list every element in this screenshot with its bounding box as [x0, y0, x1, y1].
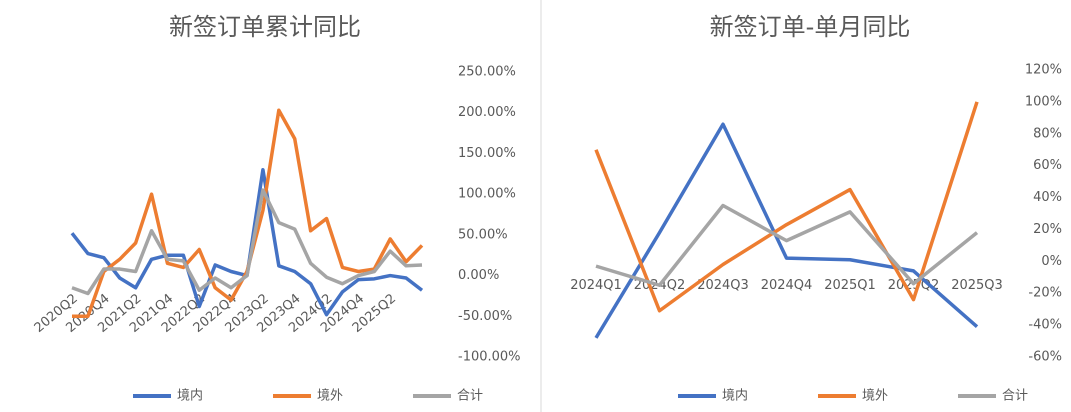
y-tick-label: -60% [1028, 350, 1062, 365]
y-tick-label: 20% [1033, 222, 1062, 237]
series-line [594, 122, 979, 339]
x-tick-label: 2024Q1 [570, 278, 622, 293]
x-tick-label: 2025Q3 [951, 278, 1003, 293]
y-tick-label: 60% [1033, 158, 1062, 173]
chart-title: 新签订单-单月同比 [710, 13, 911, 41]
series-line [594, 101, 979, 313]
y-tick-label: 100.00% [458, 187, 516, 202]
y-tick-label: 200.00% [458, 105, 516, 120]
x-tick-label: 2024Q4 [761, 278, 813, 293]
y-tick-label: 250.00% [458, 65, 516, 80]
series-line [595, 203, 979, 287]
y-tick-label: 100% [1025, 94, 1062, 109]
legend-label: 境外 [862, 389, 888, 404]
y-tick-label: 150.00% [458, 146, 516, 161]
y-tick-label: -100.00% [458, 350, 521, 365]
y-tick-label: 80% [1033, 126, 1062, 141]
y-tick-label: -50.00% [458, 309, 512, 324]
x-tick-label: 2024Q3 [697, 278, 749, 293]
legend-label: 合计 [457, 389, 483, 404]
chart-title: 新签订单累计同比 [169, 13, 361, 41]
x-tick-label: 2025Q1 [824, 278, 876, 293]
y-tick-label: -20% [1028, 286, 1062, 301]
legend-label: 境外 [317, 389, 343, 404]
y-tick-label: 0.00% [458, 268, 499, 283]
series-line [70, 167, 424, 317]
y-tick-label: 0% [1041, 254, 1062, 269]
legend-label: 境内 [722, 388, 748, 404]
series-line [72, 108, 424, 319]
series-line [71, 188, 423, 296]
y-tick-label: -40% [1028, 318, 1062, 333]
y-tick-label: 120% [1025, 63, 1062, 78]
legend-label: 境内 [177, 388, 203, 404]
legend-label: 合计 [1002, 389, 1028, 404]
y-tick-label: 40% [1033, 190, 1062, 205]
y-tick-label: 50.00% [458, 227, 508, 242]
